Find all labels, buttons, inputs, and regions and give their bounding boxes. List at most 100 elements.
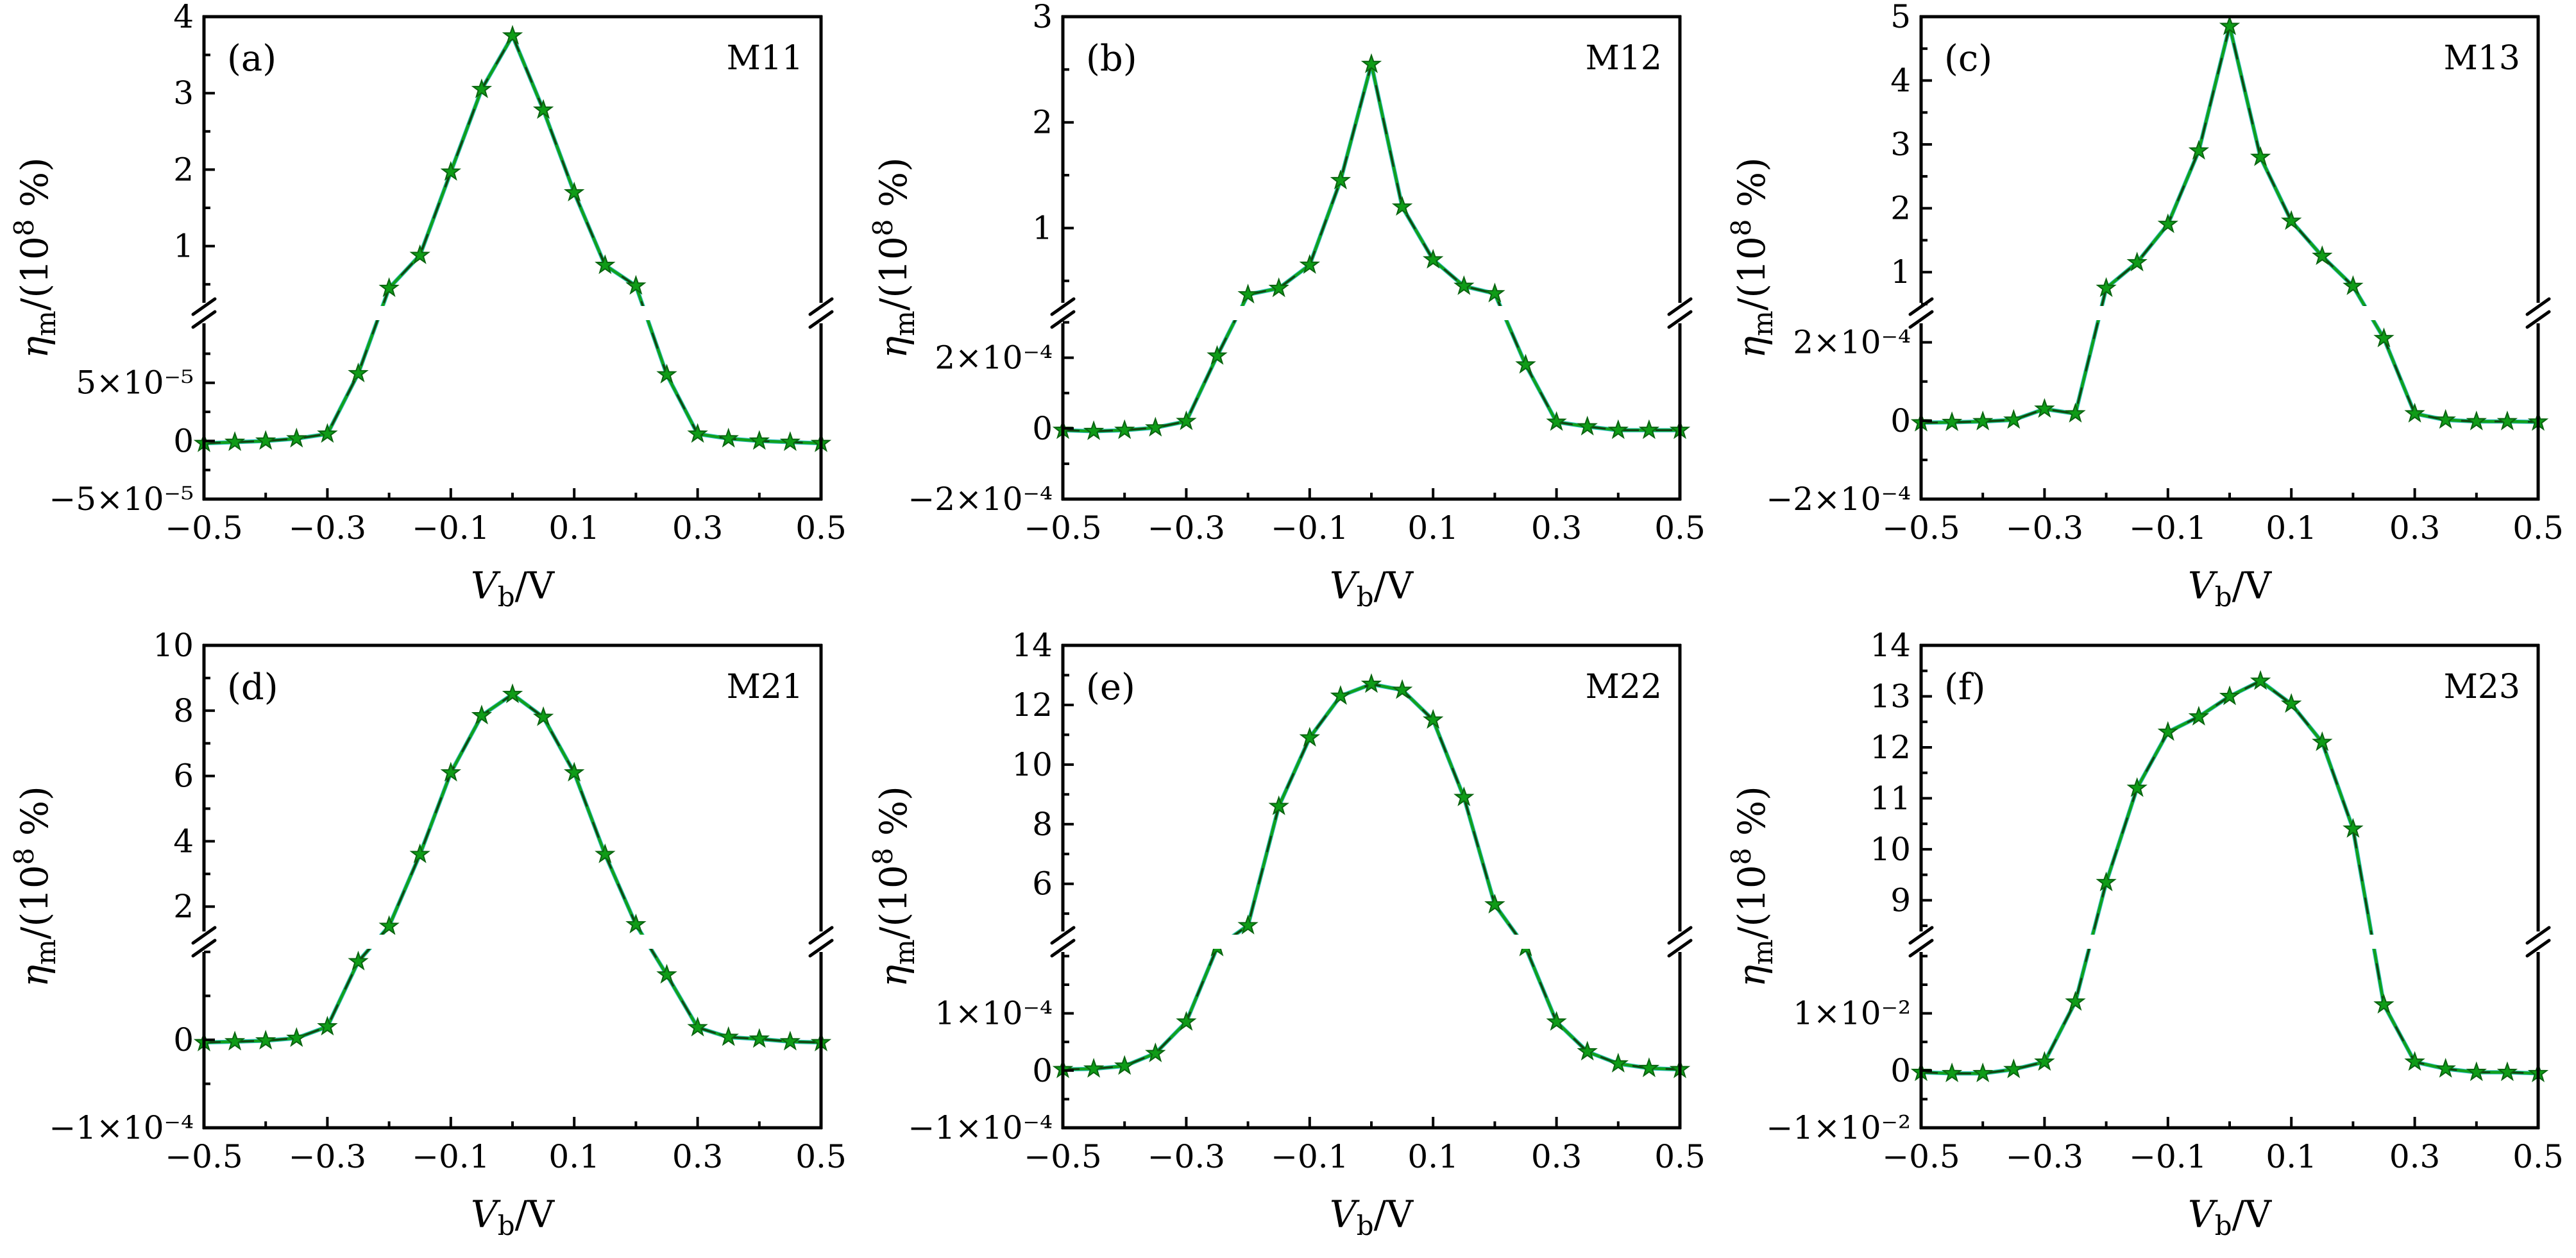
y-axis-label: ηm/(108 %) — [1725, 786, 1779, 987]
svg-text:−0.1: −0.1 — [412, 1138, 489, 1175]
panel-letter: (a) — [227, 38, 276, 80]
panel-M23: −0.5 −0.3 −0.1 0.1 0.3 0.5 9 10 11 12 13 14 1×10⁻² 0 −… — [1717, 629, 2576, 1258]
axis-break-marks — [191, 297, 834, 329]
panel-letter: (c) — [1944, 38, 1992, 80]
svg-text:0.1: 0.1 — [548, 509, 600, 547]
svg-text:0.1: 0.1 — [2266, 1138, 2318, 1175]
panel-letter: (b) — [1086, 38, 1137, 80]
axis-break-band — [1923, 306, 2537, 320]
axis-break-band — [1064, 306, 1678, 320]
svg-text:−0.5: −0.5 — [1024, 509, 1101, 547]
chart-M13: −0.5 −0.3 −0.1 0.1 0.3 0.5 1 2 3 4 5 2×10⁻⁴ 0 −2×10⁻⁴… — [1725, 0, 2564, 613]
axis-break-band — [206, 935, 819, 949]
svg-text:0.3: 0.3 — [672, 1138, 724, 1175]
plot-line — [201, 33, 824, 446]
svg-text:0: 0 — [1891, 402, 1911, 439]
tick-marks — [1920, 644, 2540, 1129]
axis-break-band — [1064, 935, 1678, 949]
svg-text:2: 2 — [1891, 190, 1911, 227]
tick-marks — [1920, 15, 2540, 500]
svg-text:0.1: 0.1 — [1407, 1138, 1459, 1175]
tick-marks — [1061, 644, 1681, 1129]
tick-labels: −0.5 −0.3 −0.1 0.1 0.3 0.5 6 8 10 12 14 1×10⁻⁴ 0 −1×1… — [908, 629, 1705, 1175]
svg-text:4: 4 — [173, 0, 194, 35]
series-label: M21 — [727, 668, 803, 706]
x-axis-label: Vb/V — [1330, 564, 1414, 613]
series-label: M11 — [727, 39, 803, 78]
series-label: M12 — [1585, 39, 1661, 78]
plot-line — [1919, 679, 2541, 1076]
svg-text:9: 9 — [1891, 881, 1911, 919]
series-label: M23 — [2444, 668, 2520, 706]
data-markers — [1052, 53, 1690, 440]
svg-text:−0.3: −0.3 — [289, 509, 366, 547]
data-markers — [193, 683, 832, 1051]
data-markers — [193, 24, 832, 452]
data-markers — [1052, 673, 1690, 1078]
panel-letter: (e) — [1086, 667, 1135, 708]
svg-text:1: 1 — [1032, 209, 1053, 246]
axis-break-marks — [1050, 297, 1693, 329]
svg-text:6: 6 — [1032, 865, 1053, 903]
x-axis-label: Vb/V — [1330, 1193, 1414, 1241]
svg-text:0: 0 — [173, 1021, 194, 1058]
svg-text:2×10⁻⁴: 2×10⁻⁴ — [1793, 324, 1911, 361]
tick-labels: −0.5 −0.3 −0.1 0.1 0.3 0.5 1 2 3 4 5 2×10⁻⁴ 0 −2×10⁻⁴ — [1767, 0, 2564, 547]
chart-M21: −0.5 −0.3 −0.1 0.1 0.3 0.5 2 4 6 8 10 0 −1×10⁻⁴ (d) M2… — [8, 629, 847, 1241]
svg-text:−0.5: −0.5 — [165, 1138, 242, 1175]
axes-spines — [202, 15, 823, 501]
svg-text:14: 14 — [1012, 629, 1053, 664]
svg-text:0.5: 0.5 — [2513, 1138, 2564, 1175]
svg-text:10: 10 — [153, 629, 194, 664]
svg-text:0: 0 — [1032, 1052, 1053, 1089]
x-axis-label: Vb/V — [2188, 564, 2272, 613]
plot-line — [1919, 24, 2541, 425]
svg-text:0: 0 — [173, 422, 194, 459]
svg-text:3: 3 — [1891, 126, 1911, 163]
svg-text:−1×10⁻²: −1×10⁻² — [1767, 1109, 1911, 1146]
svg-text:10: 10 — [1012, 746, 1053, 783]
svg-text:−0.3: −0.3 — [2006, 1138, 2083, 1175]
tick-marks — [203, 644, 822, 1129]
svg-text:1×10⁻⁴: 1×10⁻⁴ — [935, 995, 1053, 1032]
svg-text:0.3: 0.3 — [2389, 1138, 2441, 1175]
plot-line — [1060, 682, 1682, 1072]
svg-text:−0.5: −0.5 — [1883, 509, 1960, 547]
svg-text:8: 8 — [173, 692, 194, 729]
svg-text:−0.3: −0.3 — [2006, 509, 2083, 547]
svg-text:−2×10⁻⁴: −2×10⁻⁴ — [908, 480, 1053, 518]
svg-text:3: 3 — [1032, 0, 1053, 35]
chart-M22: −0.5 −0.3 −0.1 0.1 0.3 0.5 6 8 10 12 14 1×10⁻⁴ 0 −1×1… — [867, 629, 1706, 1241]
svg-text:−5×10⁻⁵: −5×10⁻⁵ — [49, 480, 194, 518]
plot-line — [201, 692, 824, 1045]
axis-break-marks — [191, 926, 834, 958]
svg-text:0.1: 0.1 — [2266, 509, 2318, 547]
panel-M11: −0.5 −0.3 −0.1 0.1 0.3 0.5 1 2 3 4 5×10⁻⁵ 0 −5×10⁻⁵ (… — [0, 0, 859, 629]
y-axis-label: ηm/(108 %) — [8, 786, 62, 987]
panel-M21: −0.5 −0.3 −0.1 0.1 0.3 0.5 2 4 6 8 10 0 −1×10⁻⁴ (d) M2… — [0, 629, 859, 1258]
panel-letter: (f) — [1944, 667, 1985, 708]
tick-labels: −0.5 −0.3 −0.1 0.1 0.3 0.5 1 2 3 2×10⁻⁴ 0 −2×10⁻⁴ — [908, 0, 1705, 547]
x-axis-label: Vb/V — [471, 1193, 555, 1241]
svg-text:8: 8 — [1032, 806, 1053, 843]
svg-text:0.5: 0.5 — [1654, 509, 1706, 547]
axis-break-marks — [1050, 926, 1693, 958]
panel-letter: (d) — [227, 667, 278, 708]
tick-labels: −0.5 −0.3 −0.1 0.1 0.3 0.5 1 2 3 4 5×10⁻⁵ 0 −5×10⁻⁵ — [49, 0, 846, 547]
tick-labels: −0.5 −0.3 −0.1 0.1 0.3 0.5 2 4 6 8 10 0 −1×10⁻⁴ — [49, 629, 846, 1175]
axis-break-band — [1923, 935, 2537, 949]
svg-text:13: 13 — [1870, 677, 1911, 715]
data-markers — [1911, 670, 2549, 1083]
data-markers — [1911, 15, 2549, 432]
svg-text:4: 4 — [173, 822, 194, 860]
svg-text:1: 1 — [173, 228, 194, 265]
tick-labels: −0.5 −0.3 −0.1 0.1 0.3 0.5 9 10 11 12 13 14 1×10⁻² 0 −… — [1767, 629, 2564, 1175]
svg-text:−0.1: −0.1 — [2129, 1138, 2207, 1175]
axis-break-marks — [1908, 297, 2551, 329]
svg-text:0: 0 — [1032, 410, 1053, 447]
series-label: M13 — [2444, 39, 2520, 78]
y-axis-label: ηm/(108 %) — [867, 157, 920, 358]
svg-text:−0.5: −0.5 — [1024, 1138, 1101, 1175]
svg-text:−2×10⁻⁴: −2×10⁻⁴ — [1767, 480, 1911, 518]
